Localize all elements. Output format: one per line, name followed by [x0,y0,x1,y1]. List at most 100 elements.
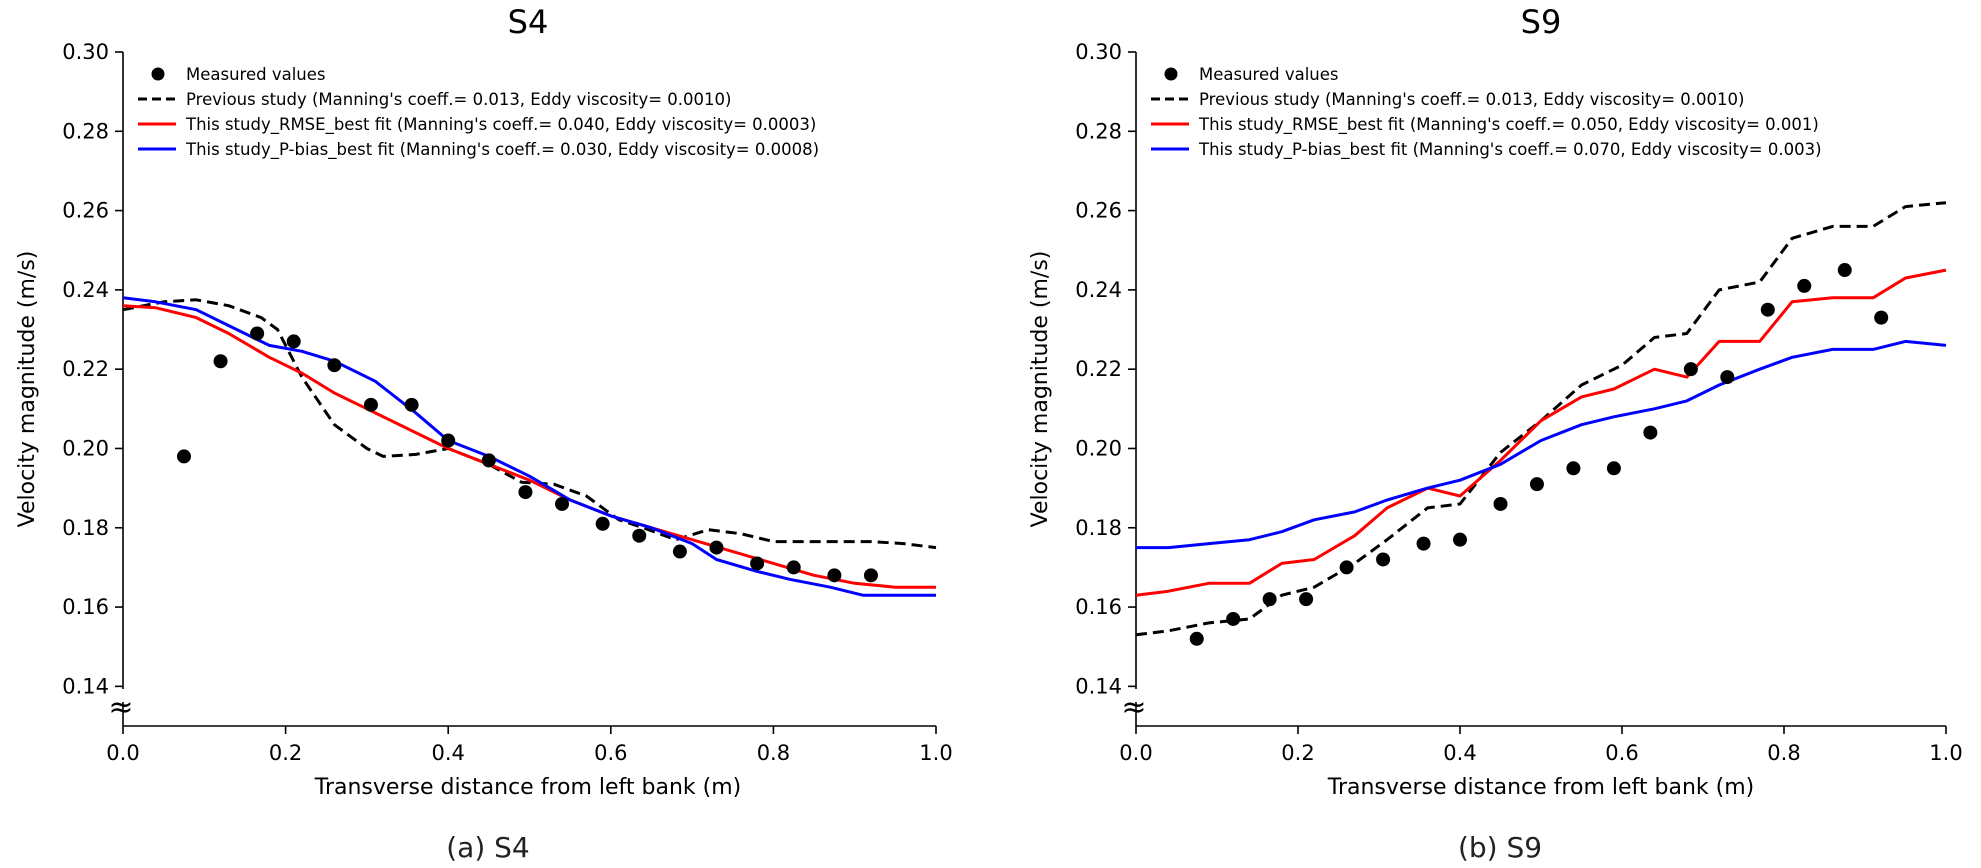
legend-label-measured: Measured values [1199,65,1339,84]
x-tick-label: 0.0 [106,741,139,765]
x-tick-label: 0.8 [1767,741,1800,765]
measured-point [827,568,842,583]
y-tick-label: 0.14 [62,674,109,698]
y-tick-label: 0.22 [62,357,109,381]
measured-point [709,540,724,555]
axis-break-symbol: ≈ [108,690,133,725]
measured-point [786,560,801,575]
legend-label-previous: Previous study (Manning's coeff.= 0.013,… [186,90,731,109]
measured-point [518,485,533,500]
measured-point [1837,263,1852,278]
y-ticks: 0.14 0.16 0.18 0.20 0.22 0.24 0.26 0.28 0.30 [1075,40,1136,698]
measured-point [632,528,647,543]
y-axis-label: Velocity magnitude (m/s) [1028,251,1053,528]
x-tick-label: 0.4 [431,741,464,765]
y-tick-label: 0.20 [1075,436,1122,460]
measured-point [286,334,301,349]
measured-point [404,397,419,412]
legend-label-measured: Measured values [186,65,326,84]
x-tick-label: 0.2 [269,741,302,765]
y-tick-label: 0.20 [62,436,109,460]
legend: Measured values Previous study (Manning'… [138,65,819,160]
series-line-rmse-best-fit [122,304,936,589]
measured-point [750,556,765,571]
legend-label-rmse: This study_RMSE_best fit (Manning's coef… [185,115,816,135]
series-layer [1135,201,1947,646]
measured-point [1299,592,1314,607]
measured-point [1376,552,1391,567]
y-tick-label: 0.30 [62,40,109,64]
y-ticks: 0.14 0.16 0.18 0.20 0.22 0.24 0.26 0.28 0.30 [62,40,123,698]
measured-point [595,516,610,531]
x-ticks: 0.0 0.2 0.4 0.6 0.8 1.0 [106,726,953,765]
chart-title: S9 [1521,3,1562,41]
series-line-rmse-best-fit [1135,268,1947,597]
measured-point [1643,425,1658,440]
y-tick-label: 0.14 [1075,674,1122,698]
measured-point [1339,560,1354,575]
series-layer [122,296,937,597]
legend-marker-measured [1164,67,1178,81]
y-tick-label: 0.28 [1075,119,1122,143]
chart-panel-s4: S4 ≈ 0.14 0.16 0.18 0.20 0.22 0.24 0.26 0.28 0.3… [15,3,953,864]
legend-marker-measured [151,67,165,81]
measured-point [1760,302,1775,317]
y-tick-label: 0.26 [62,199,109,223]
measured-point [1720,370,1735,385]
measured-point [672,544,687,559]
y-tick-label: 0.30 [1075,40,1122,64]
y-tick-label: 0.26 [1075,199,1122,223]
y-tick-label: 0.28 [62,119,109,143]
measured-point [1453,532,1467,547]
measured-point [363,397,378,412]
legend-label-pbias: This study_P-bias_best fit (Manning's co… [185,140,819,160]
x-tick-label: 1.0 [919,741,952,765]
x-tick-label: 0.8 [757,741,790,765]
legend-label-rmse: This study_RMSE_best fit (Manning's coef… [1198,115,1819,135]
y-tick-label: 0.16 [1075,595,1122,619]
x-tick-label: 0.6 [594,741,627,765]
measured-point [1226,611,1241,626]
y-tick-label: 0.16 [62,595,109,619]
x-tick-label: 0.6 [1605,741,1638,765]
measured-point [863,568,878,583]
measured-point [481,453,496,468]
measured-point [327,358,342,373]
measured-point [1262,592,1277,607]
measured-point [176,449,191,464]
y-tick-label: 0.22 [1075,357,1122,381]
measured-point [1529,477,1544,492]
measured-point [1797,278,1812,293]
x-axis-label: Transverse distance from left bank (m) [314,775,741,800]
legend-label-previous: Previous study (Manning's coeff.= 0.013,… [1199,90,1744,109]
x-ticks: 0.0 0.2 0.4 0.6 0.8 1.0 [1119,726,1963,765]
panel-caption: (a) S4 [446,831,530,864]
measured-point [441,433,456,448]
series-line-previous-study [1135,201,1947,637]
panel-caption: (b) S9 [1458,831,1542,864]
measured-point [555,496,570,511]
measured-point [1416,536,1431,551]
y-tick-label: 0.24 [1075,278,1122,302]
measured-point [1493,496,1508,511]
measured-point [1189,631,1204,646]
x-axis-label: Transverse distance from left bank (m) [1327,775,1754,800]
measured-point [1606,461,1621,476]
x-tick-label: 0.2 [1281,741,1314,765]
y-axis-label: Velocity magnitude (m/s) [15,251,40,528]
chart-panel-s9: S9 ≈ 0.14 0.16 0.18 0.20 0.22 0.24 0.26 0.28 0.3… [1028,3,1963,864]
x-tick-label: 0.0 [1119,741,1152,765]
measured-point [1874,310,1889,325]
y-tick-label: 0.18 [1075,516,1122,540]
measured-point [250,326,265,341]
y-tick-label: 0.24 [62,278,109,302]
measured-point [1683,362,1698,377]
x-tick-label: 1.0 [1929,741,1962,765]
legend-label-pbias: This study_P-bias_best fit (Manning's co… [1198,140,1822,160]
series-line-previous-study [122,298,937,550]
x-tick-label: 0.4 [1443,741,1476,765]
legend: Measured values Previous study (Manning'… [1151,65,1822,160]
measured-point [1566,461,1581,476]
series-line-pbias-best-fit [1136,339,1947,550]
